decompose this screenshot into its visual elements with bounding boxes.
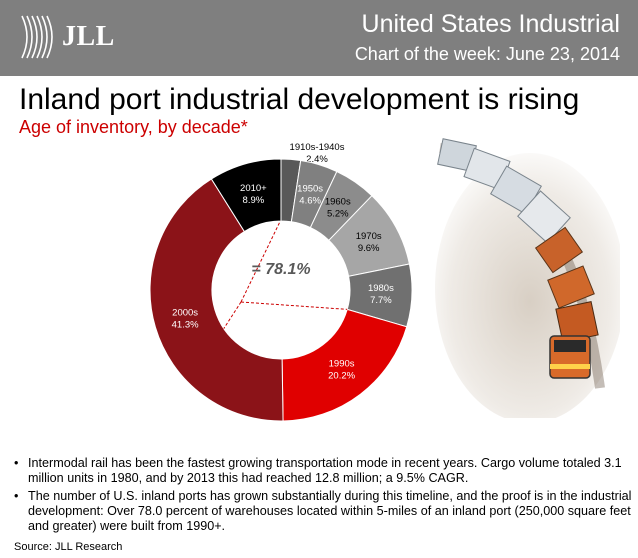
annotation-connector bbox=[240, 220, 281, 303]
bullet-item: • The number of U.S. inland ports has gro… bbox=[14, 489, 632, 534]
slice-value: 5.2% bbox=[327, 209, 349, 220]
slice-label: 1960s bbox=[325, 197, 351, 208]
slice-label: 1950s bbox=[297, 183, 323, 194]
slice-value: 41.3% bbox=[172, 319, 199, 330]
bullet-item: • Intermodal rail has been the fastest gr… bbox=[14, 456, 632, 486]
slice-label: 1980s bbox=[368, 283, 394, 294]
jll-logo: JLL bbox=[18, 14, 138, 60]
bullet-dot: • bbox=[14, 489, 19, 503]
chart-title: Age of inventory, by decade* bbox=[19, 117, 248, 137]
slice-value: 7.7% bbox=[370, 295, 392, 306]
page-title: Inland port industrial development is ri… bbox=[19, 83, 580, 116]
slice-value: 2.4% bbox=[306, 154, 328, 165]
slice-label: 1910s-1940s bbox=[290, 142, 345, 153]
slice-2010- bbox=[210, 158, 282, 233]
annotation-total: = 78.1% bbox=[251, 261, 310, 278]
bullet-text: Intermodal rail has been the fastest gro… bbox=[28, 456, 622, 485]
annotation-connector bbox=[240, 301, 348, 310]
slice-value: 8.9% bbox=[243, 195, 265, 206]
slice-2000s bbox=[150, 178, 284, 422]
slice-value: 20.2% bbox=[328, 371, 355, 382]
bullet-list: • Intermodal rail has been the fastest gr… bbox=[14, 456, 632, 537]
slice-label: 1990s bbox=[329, 359, 355, 370]
header-subtitle: Chart of the week: June 23, 2014 bbox=[354, 44, 620, 64]
slice-value: 4.6% bbox=[299, 195, 321, 206]
slice-label: 2000s bbox=[172, 307, 198, 318]
slice-1990s bbox=[281, 308, 408, 422]
slice-label: 2010+ bbox=[240, 183, 267, 194]
jll-logo-mark-icon bbox=[21, 15, 53, 59]
freight-train-photo bbox=[435, 138, 620, 418]
annotation-connector bbox=[223, 301, 242, 329]
source-note: Source: JLL Research bbox=[14, 541, 123, 553]
logo-text: JLL bbox=[62, 21, 115, 52]
header-banner: JLL United States Industrial Chart of th… bbox=[0, 0, 638, 76]
header-title: United States Industrial bbox=[361, 10, 620, 38]
slice-label: 1970s bbox=[356, 231, 382, 242]
slice-value: 9.6% bbox=[358, 243, 380, 254]
bullet-text: The number of U.S. inland ports has grow… bbox=[28, 489, 632, 533]
bullet-dot: • bbox=[14, 456, 19, 470]
